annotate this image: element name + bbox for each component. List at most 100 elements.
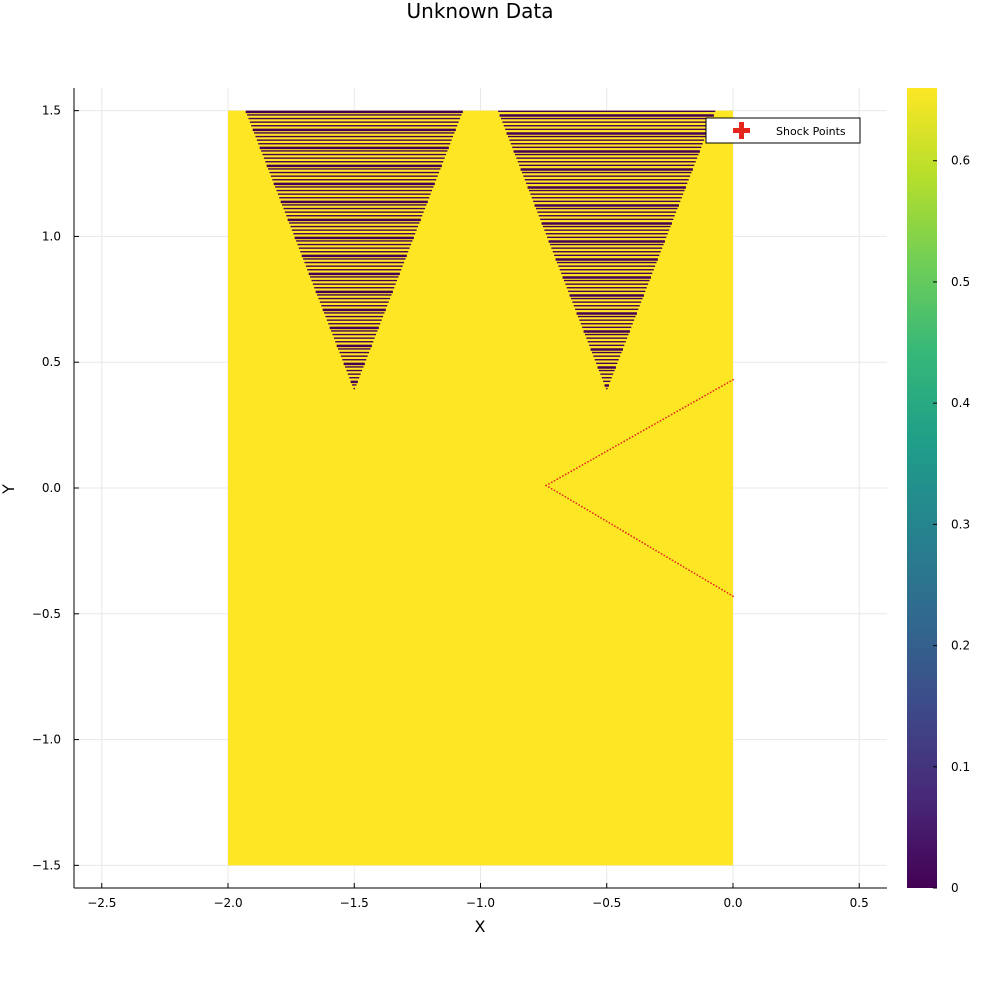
shock-point	[674, 561, 677, 563]
hatch-stripe	[600, 373, 614, 375]
hatch-stripe	[322, 308, 386, 312]
hatch-stripe	[311, 279, 398, 282]
hatch-stripe	[605, 387, 608, 390]
shock-point	[709, 391, 712, 394]
shock-point	[556, 491, 559, 493]
shock-point	[598, 454, 601, 457]
y-tick-label: 0.0	[42, 481, 61, 495]
shock-point	[648, 426, 651, 429]
shock-point	[597, 515, 600, 518]
shock-point	[732, 595, 734, 598]
colorbar: 0 0.1 0.2 0.3 0.4 0.5 0.6	[907, 88, 970, 895]
x-tick-label: 0.0	[723, 896, 742, 910]
hatch-stripe	[548, 240, 665, 243]
shock-point	[651, 424, 654, 427]
hatch-stripe	[353, 387, 356, 390]
hatch-stripe	[531, 197, 682, 199]
shock-point	[712, 389, 715, 392]
shock-point	[704, 394, 706, 397]
shock-point	[729, 380, 732, 383]
shock-point	[666, 556, 668, 559]
hatch-stripe	[256, 139, 452, 141]
hatch-stripe	[262, 153, 447, 156]
shock-point	[595, 456, 598, 458]
hatch-stripe	[520, 168, 693, 171]
shock-point	[637, 432, 640, 435]
hatch-stripe	[549, 243, 664, 246]
x-axis-label: X	[475, 917, 486, 936]
hatch-stripe	[537, 211, 677, 213]
shock-point	[687, 404, 690, 406]
hatch-stripe	[517, 161, 696, 163]
hatch-stripe	[583, 330, 630, 333]
shock-point	[564, 473, 567, 476]
hatch-stripe	[580, 323, 633, 325]
hatch-stripe	[289, 222, 420, 224]
shock-point	[701, 396, 704, 399]
hatch-stripe	[345, 366, 364, 368]
shock-point	[605, 520, 608, 523]
hatch-stripe	[527, 186, 686, 189]
hatch-stripe	[265, 161, 444, 163]
shock-point	[652, 548, 655, 550]
colorbar-gradient	[907, 88, 937, 888]
hatch-stripe	[287, 218, 421, 222]
colorbar-tick-label: 0.5	[951, 275, 970, 289]
shock-point	[567, 497, 570, 500]
hatch-stripe	[294, 236, 414, 240]
hatch-stripe	[562, 276, 651, 279]
hatch-stripe	[280, 200, 428, 204]
shock-point	[671, 559, 674, 562]
hatch-stripe	[298, 247, 410, 249]
shock-point	[640, 430, 642, 433]
hatch-stripe	[544, 229, 670, 231]
shock-point	[556, 478, 559, 481]
shock-point	[611, 523, 613, 526]
hatch-stripe	[516, 157, 698, 159]
hatch-stripe	[589, 344, 625, 347]
hatch-stripe	[321, 305, 388, 307]
chart-title: Unknown Data	[407, 0, 554, 23]
hatch-stripe	[273, 182, 435, 186]
shock-point	[583, 507, 586, 510]
hatch-stripe	[261, 150, 448, 152]
colorbar-tick-label: 0.1	[951, 760, 970, 774]
y-tick-label: 1.0	[42, 229, 61, 243]
series-shock-points	[545, 378, 734, 598]
x-tick-label: −1.5	[340, 896, 369, 910]
hatch-stripe	[312, 283, 396, 285]
hatch-stripe	[603, 380, 611, 383]
hatch-stripe	[500, 117, 713, 120]
hatch-stripe	[510, 143, 703, 145]
hatch-stripe	[555, 258, 658, 261]
shock-point	[628, 437, 631, 440]
shock-point	[693, 572, 696, 575]
shock-point	[641, 541, 644, 544]
legend-label: Shock Points	[776, 125, 846, 138]
shock-point	[584, 462, 587, 465]
hatch-stripe	[498, 110, 716, 113]
shock-point	[679, 564, 682, 567]
shock-point	[670, 413, 673, 416]
hatched-region	[498, 110, 716, 390]
shock-point	[685, 567, 688, 570]
hatch-stripe	[561, 272, 653, 275]
shock-point	[665, 416, 667, 419]
hatch-stripe	[559, 269, 654, 271]
shock-point	[630, 535, 633, 537]
hatch-stripe	[282, 204, 427, 206]
shock-point	[553, 479, 556, 482]
hatch-stripe	[579, 319, 635, 321]
legend: Shock Points	[705, 117, 861, 144]
hatch-stripe	[307, 269, 402, 271]
shock-point	[606, 449, 609, 452]
shock-point	[547, 486, 550, 489]
shock-point	[642, 429, 645, 432]
hatch-stripe	[584, 333, 629, 336]
hatch-stripe	[502, 121, 712, 123]
shock-point	[553, 489, 556, 492]
hatch-stripe	[568, 290, 646, 293]
shock-point	[612, 446, 614, 449]
shock-point	[706, 393, 709, 395]
